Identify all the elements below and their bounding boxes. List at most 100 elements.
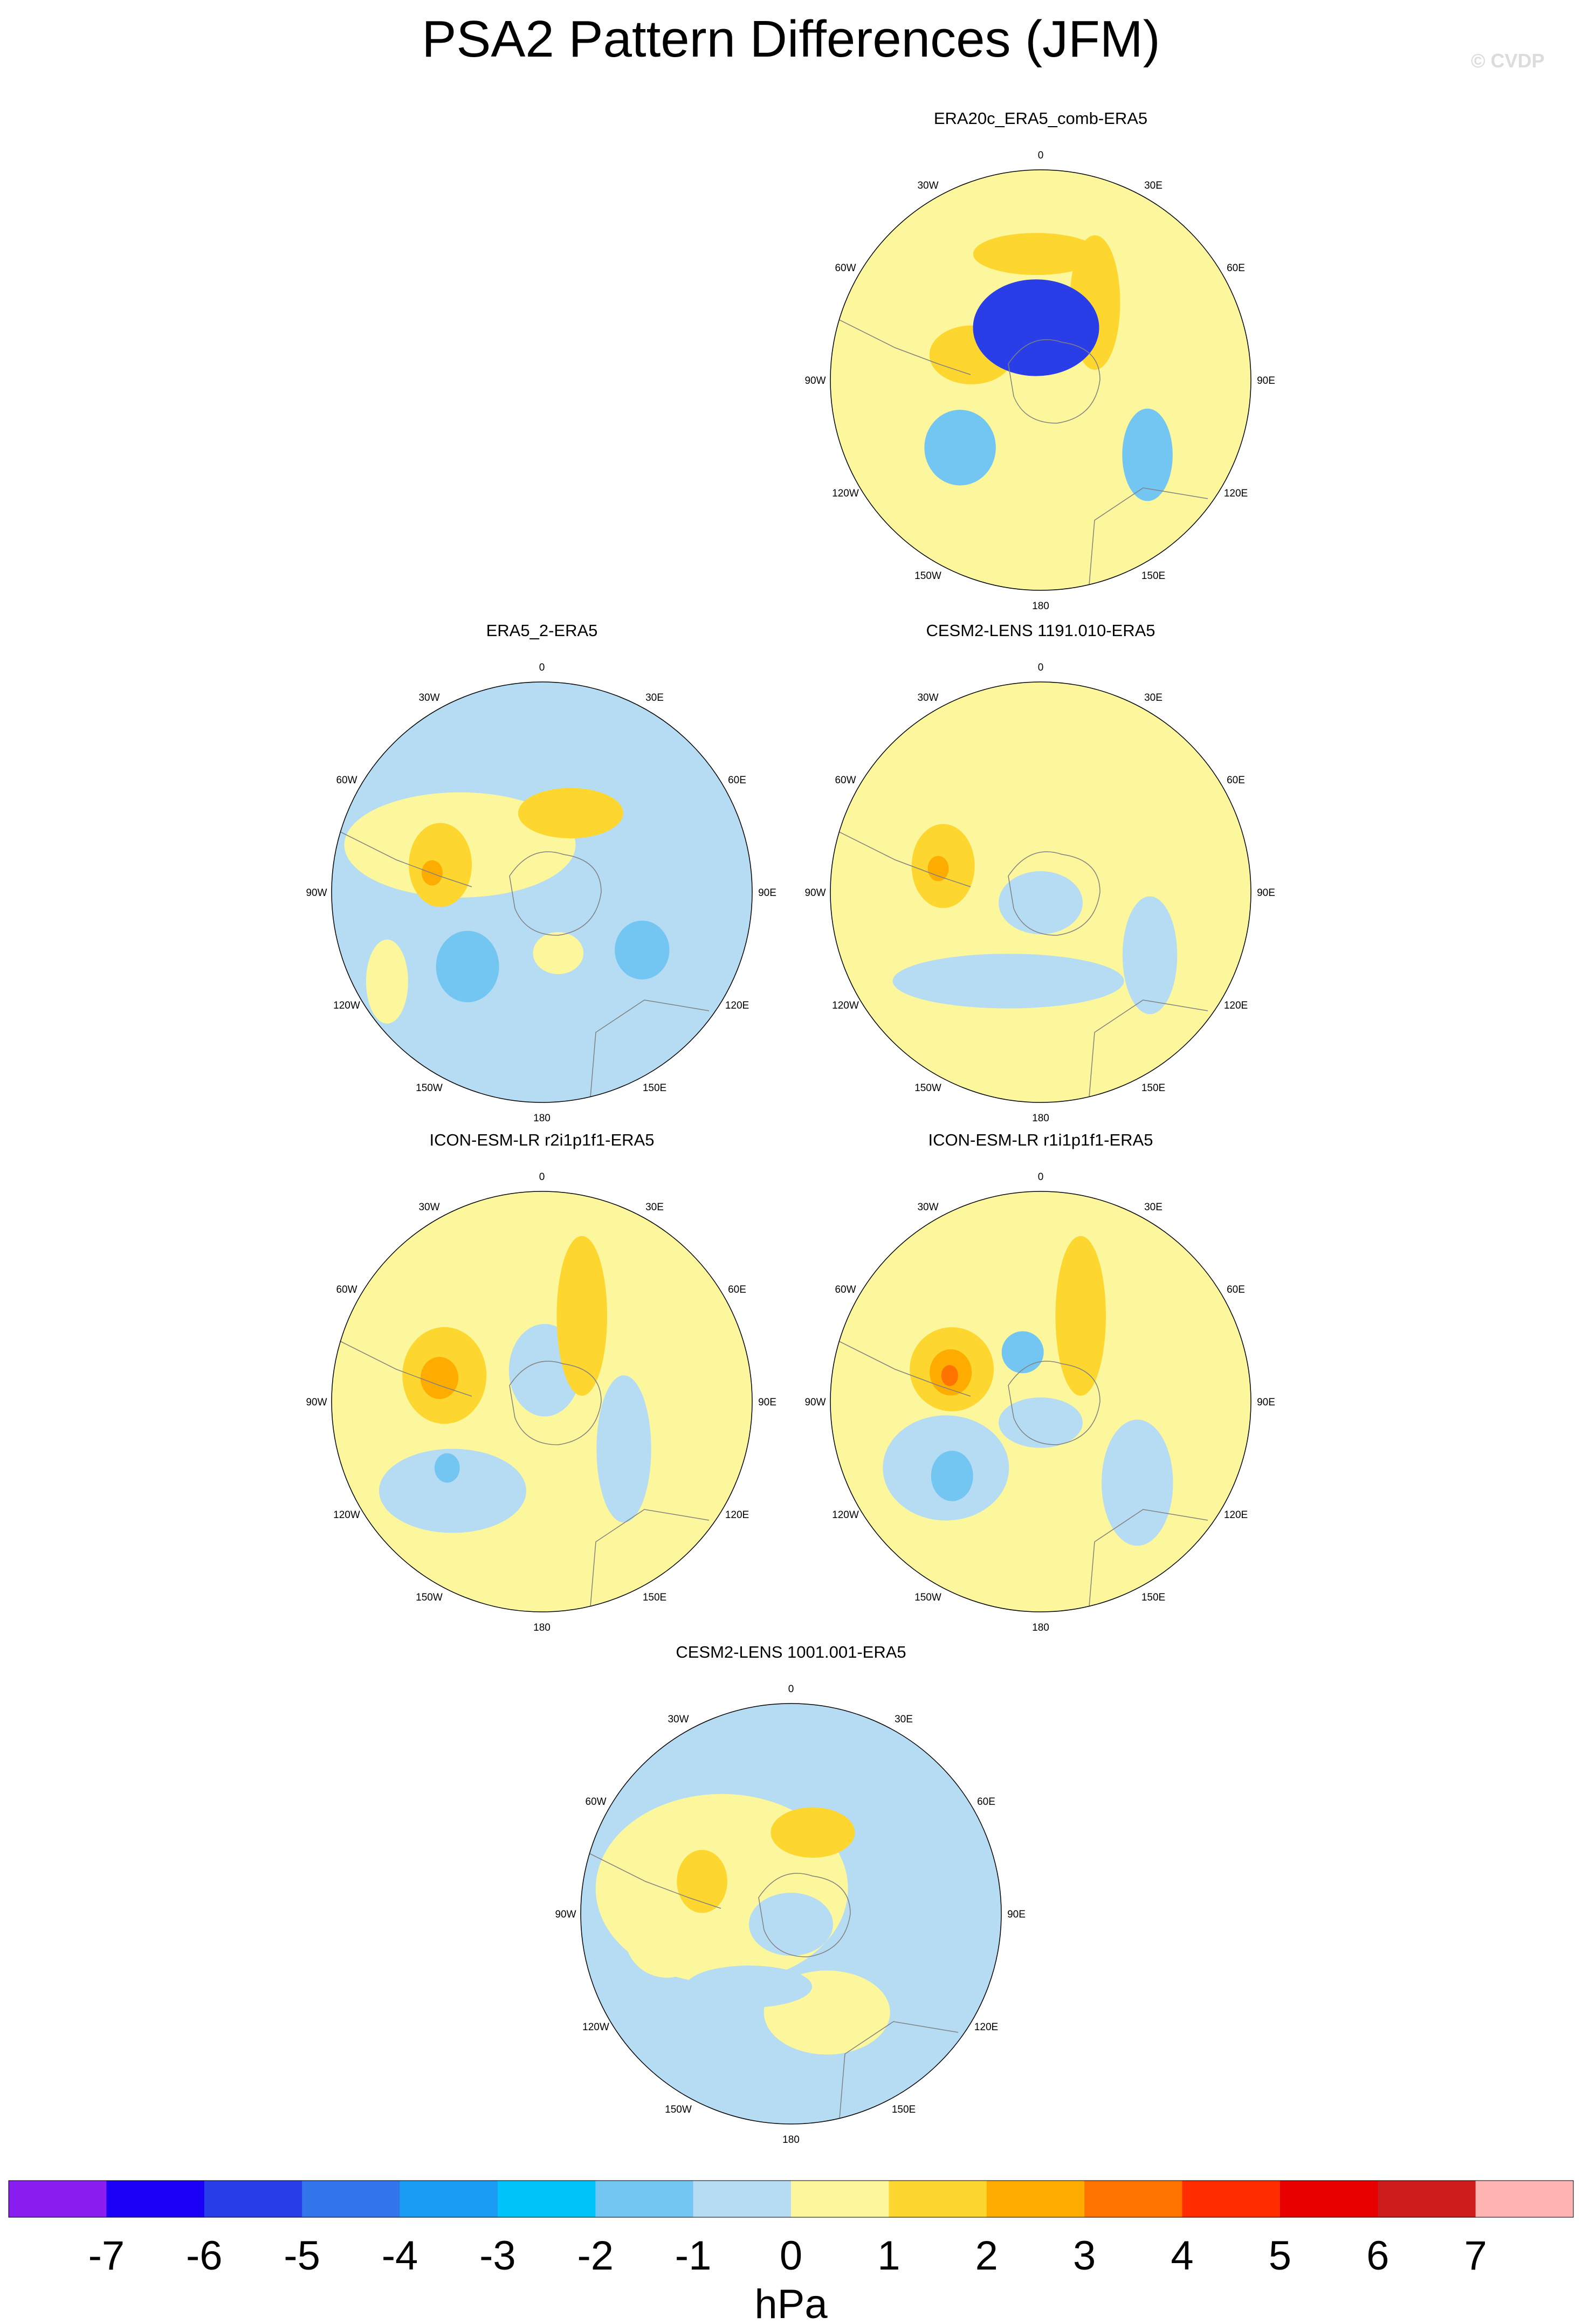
panel-title: CESM2-LENS 1001.001-ERA5 [676,1643,906,1661]
longitude-label: 120E [1224,1000,1248,1011]
contour-region-6 [518,788,623,839]
map-panel-3: CESM2-LENS 1191.010-ERA5 0 30E 60E 90E 120E 1… [798,620,1283,1127]
longitude-label: 150E [1141,1592,1165,1603]
colorbar-tick-label: -2 [577,2233,614,2279]
longitude-label: 30W [418,1202,439,1213]
longitude-label: 0 [1038,150,1044,161]
longitude-label: 120E [725,1509,749,1521]
coastline-south-america [581,1849,721,1909]
longitude-label: 0 [539,662,545,673]
polar-map-1: 0 30E 60E 90E 120E 150E 180 150W 120W 90W 60W 30W [804,150,1275,612]
longitude-label: 180 [1032,601,1049,612]
contour-region-6 [420,1357,459,1399]
polar-map-4: 0 30E 60E 90E 120E 150E 180 150W 120W 90W 60W 30W [306,1171,776,1633]
longitude-label: 0 [788,1684,794,1695]
map-border [830,169,1251,591]
map-background [332,682,752,1102]
longitude-label: 30W [917,180,938,191]
coastline-australia [590,1509,710,1607]
longitude-label: 150E [892,2104,916,2115]
colorbar-box-14 [1378,2181,1476,2217]
longitude-label: 90E [1257,375,1275,387]
longitude-label: 150W [416,1592,443,1603]
contour-region-0 [379,1449,526,1533]
longitude-label: 90W [306,887,327,899]
contour-region-4 [1001,1331,1044,1374]
contour-region-3 [434,1453,460,1483]
contour-region-5 [556,1236,607,1396]
contour-region-5 [677,1850,727,1913]
contour-region-2 [624,1893,709,1978]
longitude-label: 150W [914,1082,941,1094]
longitude-label: 30E [1144,1202,1163,1213]
longitude-label: 180 [1032,1113,1049,1124]
colorbar-tick-label: -4 [382,2233,418,2279]
panel-title: ICON-ESM-LR r2i1p1f1-ERA5 [429,1130,655,1149]
coastline-antarctica [1008,851,1100,936]
panel-title: ICON-ESM-LR r1i1p1f1-ERA5 [928,1130,1153,1149]
colorbar-box-8 [791,2181,889,2217]
colorbar-box-10 [986,2181,1085,2217]
contour-region-8 [941,1365,958,1387]
colorbar-box-9 [889,2181,987,2217]
longitude-label: 90E [1257,1397,1275,1408]
longitude-label: 90E [758,887,776,899]
longitude-label: 150E [1141,570,1165,582]
contour-region-0 [892,954,1124,1009]
colorbar-box-12 [1182,2181,1281,2217]
longitude-label: 120W [582,2022,609,2033]
colorbar-box-2 [204,2181,302,2217]
map-panel-1: ERA20c_ERA5_comb-ERA5 0 30E 60E 90E 120E 150E… [798,108,1283,615]
colorbar-tick-label: 0 [780,2233,802,2279]
colorbar-outline [8,2180,1574,2218]
colorbar-box-7 [693,2181,792,2217]
longitude-label: 30E [895,1714,913,1725]
longitude-label: 0 [539,1171,545,1183]
colorbar-box-15 [1475,2181,1574,2217]
map-border [331,681,753,1103]
panel-title: CESM2-LENS 1191.010-ERA5 [926,621,1155,640]
contour-region-3 [1122,408,1173,501]
longitude-label: 60E [728,1284,746,1295]
coastline-south-america [332,1336,472,1397]
colorbar-tick-label: 6 [1366,2233,1389,2279]
longitude-label: 180 [533,1622,551,1633]
longitude-label: 120W [832,1000,859,1011]
longitude-label: 60E [977,1796,995,1808]
longitude-label: 120W [832,1509,859,1521]
colorbar-box-4 [400,2181,498,2217]
coastline-antarctica [1008,339,1100,424]
coastline-antarctica [758,1873,851,1957]
coastline-antarctica [509,851,602,936]
coastline-australia [1089,999,1208,1098]
copyright-label: © CVDP [1471,50,1545,72]
longitude-label: 60W [835,775,856,786]
map-panel-2: ERA5_2-ERA5 0 30E 60E 90E 120E 150E 180 150W 120… [299,620,785,1127]
polar-map-6: 0 30E 60E 90E 120E 150E 180 150W 120W 90W 60W 30W [555,1684,1025,2146]
longitude-label: 90E [1257,887,1275,899]
longitude-label: 60E [1227,775,1245,786]
contour-region-2 [1122,896,1178,1015]
longitude-label: 150E [1141,1082,1165,1094]
colorbar-box-1 [106,2181,205,2217]
contour-region-1 [999,871,1083,934]
map-panel-4: ICON-ESM-LR r2i1p1f1-ERA5 0 30E 60E 90E 120E… [299,1129,785,1636]
colorbar-tick-label: 1 [877,2233,900,2279]
longitude-label: 0 [1038,662,1044,673]
map-border [580,1703,1002,2125]
colorbar-tick-label: 4 [1171,2233,1193,2279]
colorbar-box-13 [1280,2181,1378,2217]
contour-region-6 [1055,1236,1106,1396]
coastline-antarctica [509,1361,602,1445]
longitude-label: 150E [643,1592,666,1603]
contour-region-1 [1102,1419,1173,1546]
polar-map-3: 0 30E 60E 90E 120E 150E 180 150W 120W 90W 60W 30W [804,662,1275,1124]
longitude-label: 90W [306,1397,327,1408]
longitude-label: 150W [416,1082,443,1094]
longitude-label: 90W [804,375,826,387]
colorbar-box-0 [9,2181,107,2217]
map-border [331,1191,753,1612]
longitude-label: 60E [728,775,746,786]
colorbar-box-5 [497,2181,596,2217]
contour-region-2 [999,1397,1083,1448]
